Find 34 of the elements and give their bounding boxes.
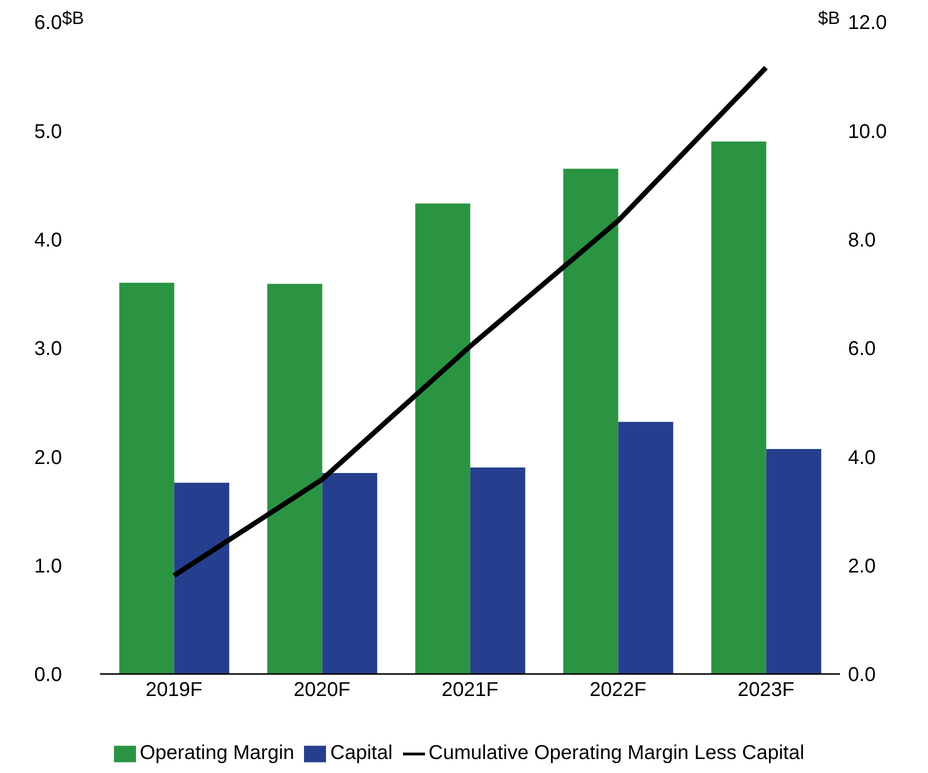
legend-label: Capital (330, 742, 393, 764)
y-tick-label: 5.0 (34, 120, 62, 143)
legend-label: Operating Margin (140, 742, 294, 764)
bar (322, 472, 378, 674)
bar (711, 142, 766, 674)
y2-tick-label: 12.0 (848, 12, 887, 34)
bar (119, 282, 174, 674)
bar (415, 203, 470, 674)
y-tick-label: 6.0 (34, 12, 62, 34)
y2-tick-label: 2.0 (848, 555, 876, 578)
legend-label: Cumulative Operating Margin Less Capital (428, 742, 804, 764)
bar (174, 482, 230, 674)
y2-tick-label: 10.0 (848, 120, 887, 143)
bar (618, 422, 674, 674)
y2-tick-label: 4.0 (848, 446, 876, 469)
y2-axis-title: $B (818, 8, 840, 29)
y-tick-label: 3.0 (34, 338, 62, 360)
bar (267, 284, 322, 674)
bar (470, 468, 526, 674)
x-tick-label: 2020F (294, 679, 350, 702)
x-tick-label: 2021F (442, 679, 498, 702)
y2-tick-label: 8.0 (848, 229, 876, 252)
x-tick-label: 2023F (738, 679, 794, 702)
y2-tick-label: 6.0 (848, 338, 876, 360)
bar (563, 168, 618, 674)
y-tick-label: 1.0 (34, 555, 62, 578)
y-tick-label: 2.0 (34, 446, 62, 469)
y2-tick-label: 0.0 (848, 664, 876, 686)
x-tick-label: 2019F (146, 679, 202, 702)
y-axis-title: $B (62, 8, 84, 29)
y-tick-label: 0.0 (34, 664, 62, 686)
bar (766, 449, 822, 674)
y-tick-label: 4.0 (34, 229, 62, 252)
x-tick-label: 2022F (590, 679, 646, 702)
